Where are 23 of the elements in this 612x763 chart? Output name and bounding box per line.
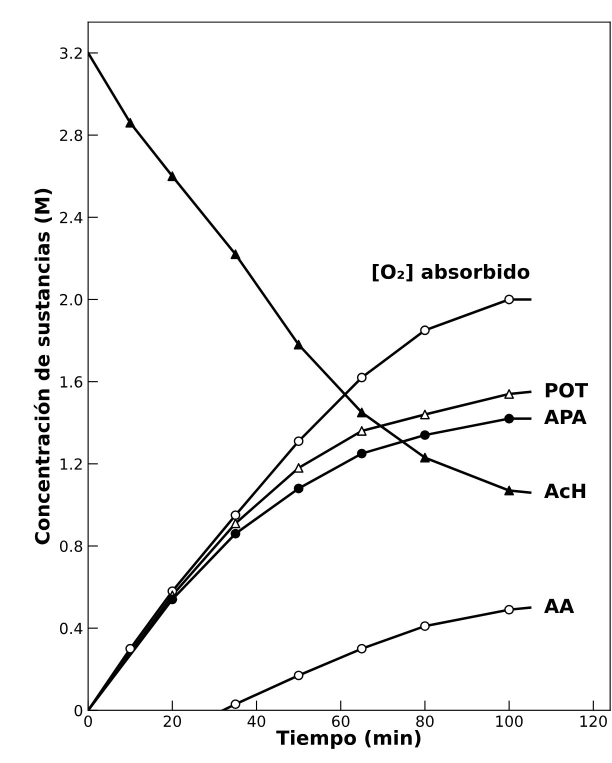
series-label: AA xyxy=(544,598,574,613)
x-tick-label: 120 xyxy=(580,715,607,728)
series-label: POT xyxy=(546,382,588,398)
y-tick-label: 2.4 xyxy=(60,212,82,224)
x-tick-label: 20 xyxy=(164,715,182,728)
x-tick-label: 0 xyxy=(84,715,92,728)
x-tick-label: 100 xyxy=(496,715,523,728)
series-label: APA xyxy=(544,410,587,424)
x-tick-label: 60 xyxy=(332,715,350,728)
x-tick-label: 40 xyxy=(248,715,266,728)
y-tick-label: 0.8 xyxy=(60,540,82,552)
y-tick-label: 2.0 xyxy=(60,294,82,306)
y-tick-label: 3.2 xyxy=(60,47,82,59)
y-tick-label: 2.8 xyxy=(60,130,82,142)
series-label: [O₂] absorbido xyxy=(372,264,530,282)
y-tick-label: 1.6 xyxy=(60,376,82,388)
y-axis-title: Concentración de sustancias (M) xyxy=(34,188,52,544)
series-label: AcH xyxy=(544,484,586,498)
y-tick-label: 0 xyxy=(74,704,82,716)
x-axis-title: Tiempo (min) xyxy=(276,730,420,749)
y-tick-label: 0.4 xyxy=(60,622,82,634)
y-tick-label: 1.2 xyxy=(60,458,82,470)
x-tick-label: 80 xyxy=(416,715,434,728)
